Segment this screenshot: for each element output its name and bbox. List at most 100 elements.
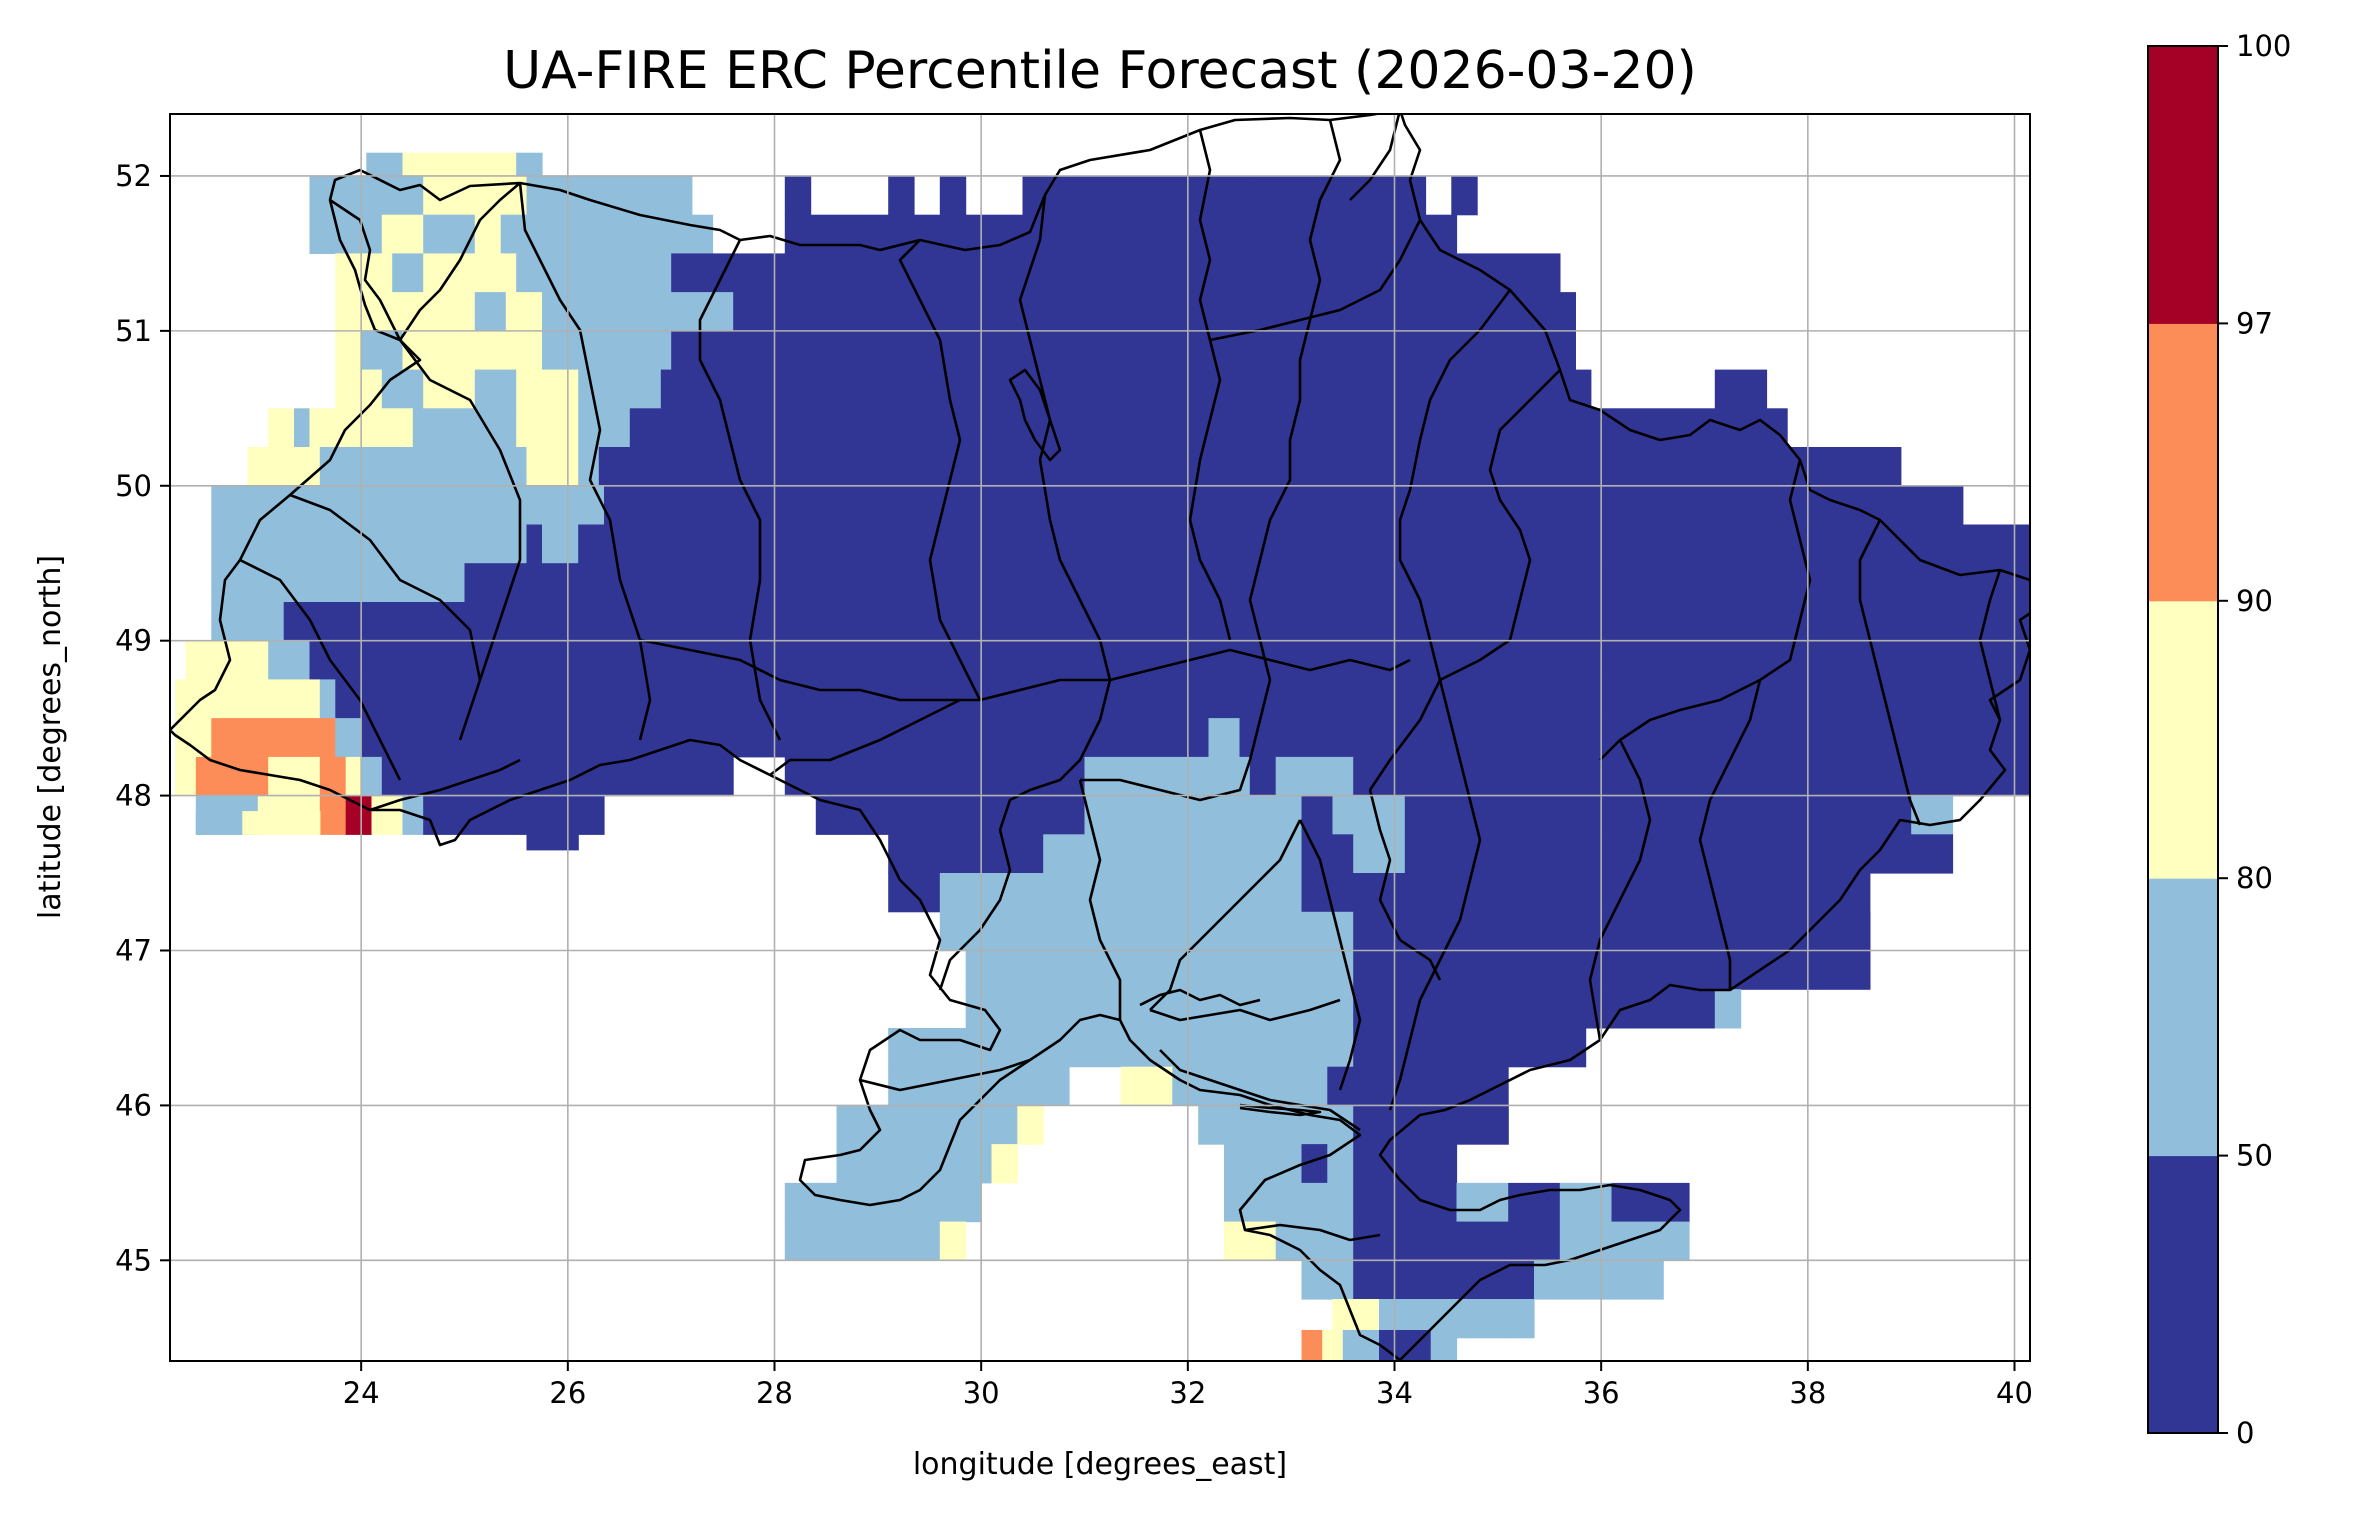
- x-tick-label: 30: [963, 1376, 1000, 1410]
- erc-cell: [1275, 756, 1354, 797]
- oblast-border: [369, 758, 521, 812]
- erc-cell: [526, 834, 579, 851]
- colorbar-frame: [2147, 45, 2219, 1434]
- erc-cell: [1327, 1144, 1354, 1184]
- erc-cell: [542, 292, 734, 332]
- erc-cell: [526, 176, 693, 216]
- erc-cell: [361, 718, 1210, 758]
- erc-cell: [991, 1144, 1018, 1184]
- erc-cell: [939, 873, 1303, 913]
- erc-cell: [423, 253, 517, 293]
- erc-cell: [1022, 176, 1251, 216]
- x-tick-label: 38: [1789, 1376, 1826, 1410]
- erc-cell: [1353, 1028, 1509, 1068]
- colorbar-segment: [2148, 600, 2218, 879]
- oblast-border: [398, 339, 522, 741]
- erc-cell: [381, 369, 424, 409]
- erc-cell: [319, 756, 347, 797]
- erc-cell: [1332, 795, 1406, 835]
- erc-cell: [294, 408, 311, 448]
- erc-cell: [319, 795, 347, 835]
- erc-cell: [1301, 795, 1334, 835]
- oblast-border: [329, 198, 402, 341]
- erc-cell: [784, 1221, 941, 1261]
- erc-cell: [474, 369, 517, 409]
- erc-cell: [1301, 1330, 1323, 1361]
- erc-cell: [1249, 176, 1334, 216]
- x-tick-label: 40: [1996, 1376, 2033, 1410]
- erc-cell: [309, 214, 383, 254]
- erc-cell: [598, 447, 1902, 487]
- erc-cell: [335, 292, 476, 332]
- oblast-border: [698, 239, 782, 741]
- oblast-border: [1858, 519, 1922, 826]
- oblast-border: [1149, 819, 1302, 1011]
- erc-cell: [247, 447, 321, 487]
- erc-cell: [1353, 1260, 1406, 1300]
- crimea-border: [1244, 1223, 1381, 1242]
- erc-cell: [361, 756, 383, 797]
- erc-cell: [542, 330, 672, 371]
- erc-cell: [1714, 989, 1742, 1029]
- colorbar-tick-label: 80: [2236, 861, 2273, 895]
- erc-cell: [888, 834, 1044, 874]
- erc-cell: [335, 330, 362, 371]
- erc-cell: [1275, 1221, 1354, 1261]
- y-tick-label: 52: [115, 159, 152, 193]
- erc-cell: [1208, 718, 1241, 758]
- erc-cell: [1714, 369, 1768, 409]
- oblast-border: [1368, 289, 1512, 791]
- erc-cell: [464, 447, 528, 487]
- erc-cell: [939, 1221, 967, 1261]
- y-tick-label: 51: [115, 314, 152, 348]
- oblast-border: [289, 493, 482, 681]
- erc-cell: [836, 1144, 993, 1184]
- erc-cell: [1911, 795, 1954, 835]
- y-tick-label: 50: [115, 469, 152, 503]
- x-axis-label: longitude [degrees_east]: [913, 1447, 1287, 1482]
- erc-cell: [345, 795, 373, 835]
- erc-cell: [412, 408, 517, 448]
- erc-cell: [423, 214, 476, 254]
- erc-cell: [1353, 1221, 1432, 1261]
- erc-cell: [423, 176, 528, 216]
- erc-cell: [1084, 756, 1251, 797]
- erc-cell: [939, 176, 967, 216]
- arabat-spit: [1239, 1103, 1322, 1117]
- erc-cell: [211, 640, 269, 680]
- erc-cell: [1404, 795, 1912, 835]
- erc-cell: [345, 756, 362, 797]
- erc-cell: [1239, 718, 2030, 758]
- erc-cell: [1451, 176, 1478, 216]
- oblast-border: [998, 679, 1112, 831]
- erc-cell: [1172, 1066, 1328, 1106]
- oblast-border: [1698, 679, 1762, 990]
- gridlines: [170, 114, 2030, 1361]
- erc-cell: [1301, 1260, 1354, 1300]
- erc-cell: [784, 176, 812, 216]
- oblast-border: [1209, 219, 1422, 342]
- y-tick-label: 49: [115, 624, 152, 658]
- erc-cell: [309, 640, 2030, 680]
- erc-cell: [671, 253, 1561, 293]
- erc-cell: [1353, 1182, 1458, 1223]
- erc-cell: [1353, 1105, 1509, 1145]
- erc-cell: [500, 214, 714, 254]
- erc-cell: [175, 756, 197, 797]
- erc-cell: [335, 679, 2030, 719]
- erc-cell: [175, 679, 269, 719]
- erc-cell: [402, 330, 543, 371]
- erc-cell: [1353, 1144, 1458, 1184]
- erc-cell: [283, 602, 2030, 642]
- erc-cell: [505, 292, 543, 332]
- erc-cell: [242, 811, 321, 835]
- erc-cell: [888, 176, 915, 216]
- erc-cell: [1404, 834, 1954, 874]
- erc-cell: [1120, 1066, 1173, 1106]
- azov-coast: [1159, 1049, 1361, 1132]
- erc-cell: [1404, 1260, 1458, 1300]
- erc-cell: [309, 176, 424, 216]
- erc-cell: [1249, 1028, 1354, 1068]
- erc-cell: [1611, 1182, 1690, 1223]
- plot-frame: [169, 113, 2031, 1362]
